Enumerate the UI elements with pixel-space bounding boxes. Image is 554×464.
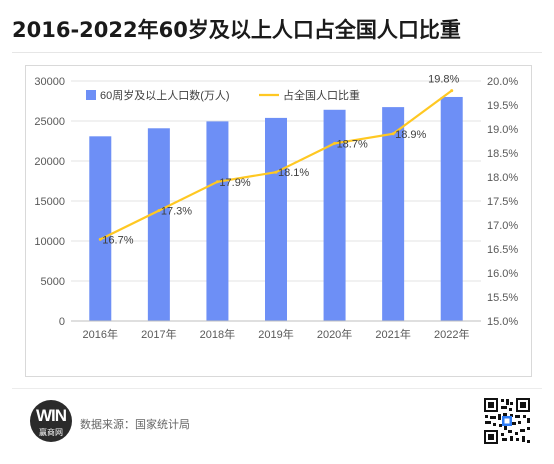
line-point [215, 180, 219, 184]
y-right-tick-label: 18.5% [487, 148, 518, 160]
line-data-label: 18.7% [337, 138, 368, 150]
legend: 60周岁及以上人口数(万人) 占全国人口比重 [86, 88, 360, 102]
line-point [333, 141, 337, 145]
bar [323, 109, 346, 321]
bar [89, 136, 112, 321]
chart: 16.7% 17.3% 17.9% 18.1% 18.7% 18.9% 19.8% 0 500… [34, 74, 518, 341]
y-right-tick-label: 16.0% [487, 268, 518, 280]
line-data-label: 16.7% [102, 234, 133, 246]
legend-label-line: 占全国人口比重 [283, 88, 360, 102]
y-left-tick-label: 30000 [34, 76, 65, 88]
y-right-tick-label: 19.0% [487, 124, 518, 136]
x-tick-label: 2022年 [434, 327, 469, 341]
y-left-tick-label: 20000 [34, 156, 65, 168]
x-tick-label: 2018年 [200, 327, 235, 341]
qr-code[interactable] [482, 396, 532, 446]
logo-mark: WIN [35, 406, 67, 425]
bar [206, 121, 229, 321]
y-right-tick-label: 19.5% [487, 100, 518, 112]
x-tick-label: 2019年 [258, 327, 293, 341]
line-data-label: 18.1% [278, 167, 309, 179]
y-left-tick-label: 15000 [34, 196, 65, 208]
y-right-tick-label: 18.0% [487, 172, 518, 184]
x-tick-label: 2017年 [141, 327, 176, 341]
line-point [98, 237, 102, 241]
line-data-label: 19.8% [428, 74, 459, 86]
data-labels: 16.7% 17.3% 17.9% 18.1% 18.7% 18.9% 19.8% [102, 74, 459, 247]
y-right-tick-label: 17.5% [487, 196, 518, 208]
axes: 0 5000 10000 15000 20000 25000 30000 15.0% 15.5%… [34, 76, 518, 341]
y-left-tick-label: 0 [59, 316, 65, 328]
line-point [391, 132, 395, 136]
legend-swatch-bar [86, 90, 96, 100]
logo-text: 赢商网 [39, 428, 63, 437]
bar [440, 96, 463, 321]
line-point [450, 89, 454, 93]
y-right-tick-label: 15.0% [487, 316, 518, 328]
legend-label-bar: 60周岁及以上人口数(万人) [100, 88, 230, 102]
line-data-label: 17.9% [219, 177, 250, 189]
source-note: 数据来源：国家统计局 [80, 418, 190, 431]
page-title: 2016-2022年60岁及以上人口占全国人口比重 [12, 18, 461, 42]
footer-divider [12, 388, 542, 389]
chart-frame: 16.7% 17.3% 17.9% 18.1% 18.7% 18.9% 19.8% 0 500… [25, 65, 532, 377]
line-point [274, 170, 278, 174]
line-series [98, 89, 454, 241]
y-right-tick-label: 16.5% [487, 244, 518, 256]
x-tick-label: 2020年 [317, 327, 352, 341]
y-left-tick-label: 5000 [41, 276, 65, 288]
y-right-tick-label: 17.0% [487, 220, 518, 232]
title-divider [12, 52, 542, 53]
line-data-label: 18.9% [395, 129, 426, 141]
bar [147, 128, 170, 321]
y-right-tick-label: 20.0% [487, 76, 518, 88]
y-left-tick-label: 10000 [34, 236, 65, 248]
line-point [157, 209, 161, 213]
y-left-tick-label: 25000 [34, 116, 65, 128]
y-right-tick-label: 15.5% [487, 292, 518, 304]
x-tick-label: 2016年 [83, 327, 118, 341]
bar [382, 107, 405, 321]
line-data-label: 17.3% [161, 206, 192, 218]
x-tick-label: 2021年 [375, 327, 410, 341]
brand-logo: WIN 赢商网 [30, 400, 72, 442]
bar [265, 117, 287, 321]
